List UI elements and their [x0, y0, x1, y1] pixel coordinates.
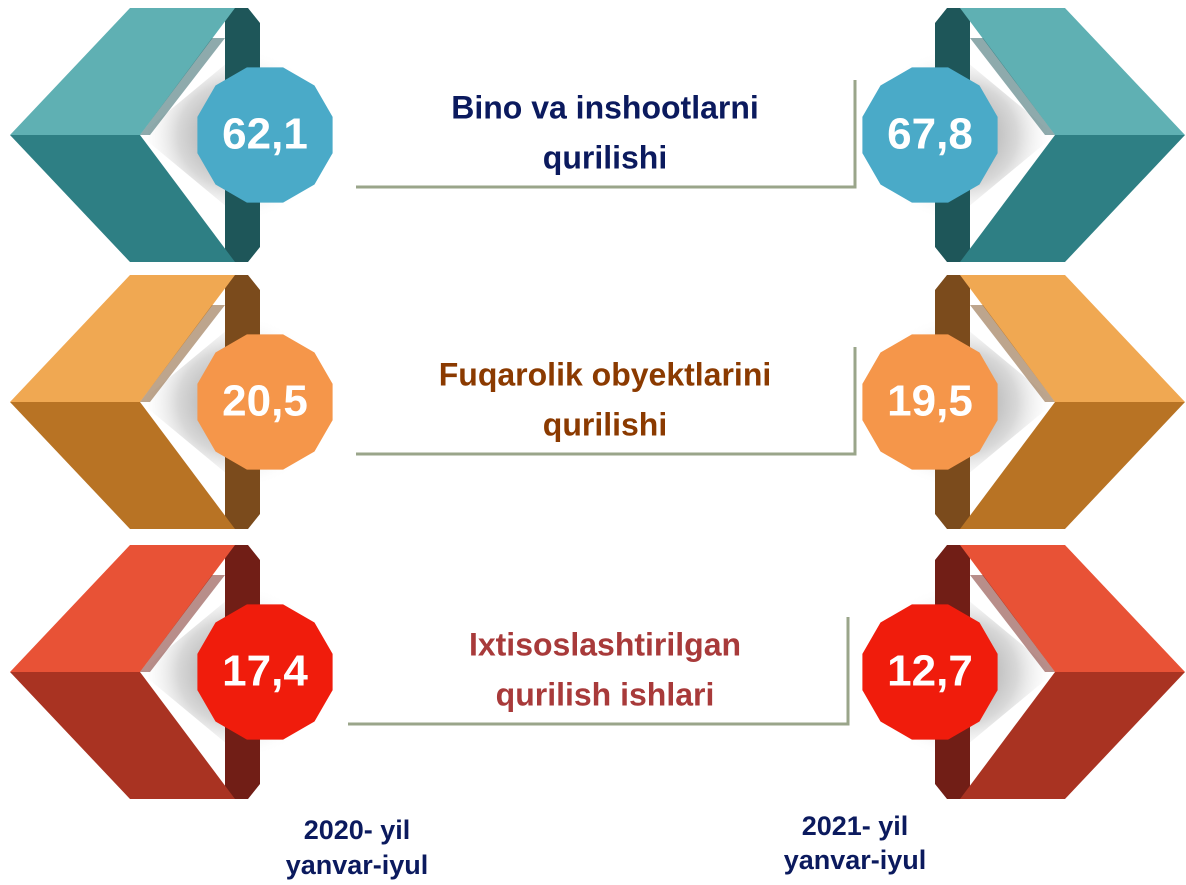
chevron-bottom — [10, 135, 235, 262]
row-title: qurilishi — [543, 139, 667, 175]
value-2020: 17,4 — [222, 647, 308, 696]
chevron-edge — [970, 38, 1055, 135]
period-label: 2020- yil — [304, 815, 411, 845]
chevron-bottom — [960, 135, 1185, 262]
chevron-top — [960, 8, 1185, 135]
row-title: Ixtisoslashtirilgan — [469, 626, 741, 662]
chevron-top — [10, 275, 235, 402]
underline — [356, 80, 857, 189]
underline — [356, 347, 857, 456]
row-title: qurilish ishlari — [496, 676, 715, 712]
value-badge — [197, 334, 333, 470]
value-2021: 12,7 — [887, 647, 973, 696]
value-2020: 20,5 — [222, 377, 308, 426]
chevron-top — [960, 545, 1185, 672]
value-badge — [862, 334, 998, 470]
row-title: qurilishi — [543, 406, 667, 442]
period-label: 2021- yil — [802, 811, 909, 841]
period-label: yanvar-iyul — [286, 850, 429, 880]
value-badge — [862, 67, 998, 203]
value-badge — [862, 604, 998, 740]
chevron-edge — [140, 38, 225, 135]
chevron-top — [10, 8, 235, 135]
row-title: Fuqarolik obyektlarini — [439, 356, 772, 392]
chevron-bottom — [10, 402, 235, 529]
value-badge — [197, 604, 333, 740]
value-2021: 19,5 — [887, 377, 973, 426]
chevron-edge — [140, 305, 225, 402]
period-label: yanvar-iyul — [784, 845, 927, 875]
chevron-top — [960, 275, 1185, 402]
row-title: Bino va inshootlarni — [451, 89, 759, 125]
value-2020: 62,1 — [222, 110, 308, 159]
chevron-bottom — [960, 672, 1185, 799]
chevron-edge — [970, 305, 1055, 402]
chevron-edge — [140, 575, 225, 672]
underline — [348, 617, 850, 726]
chevron-edge — [970, 575, 1055, 672]
chevron-top — [10, 545, 235, 672]
value-badge — [197, 67, 333, 203]
chevron-bottom — [10, 672, 235, 799]
chevron-bottom — [960, 402, 1185, 529]
value-2021: 67,8 — [887, 110, 973, 159]
